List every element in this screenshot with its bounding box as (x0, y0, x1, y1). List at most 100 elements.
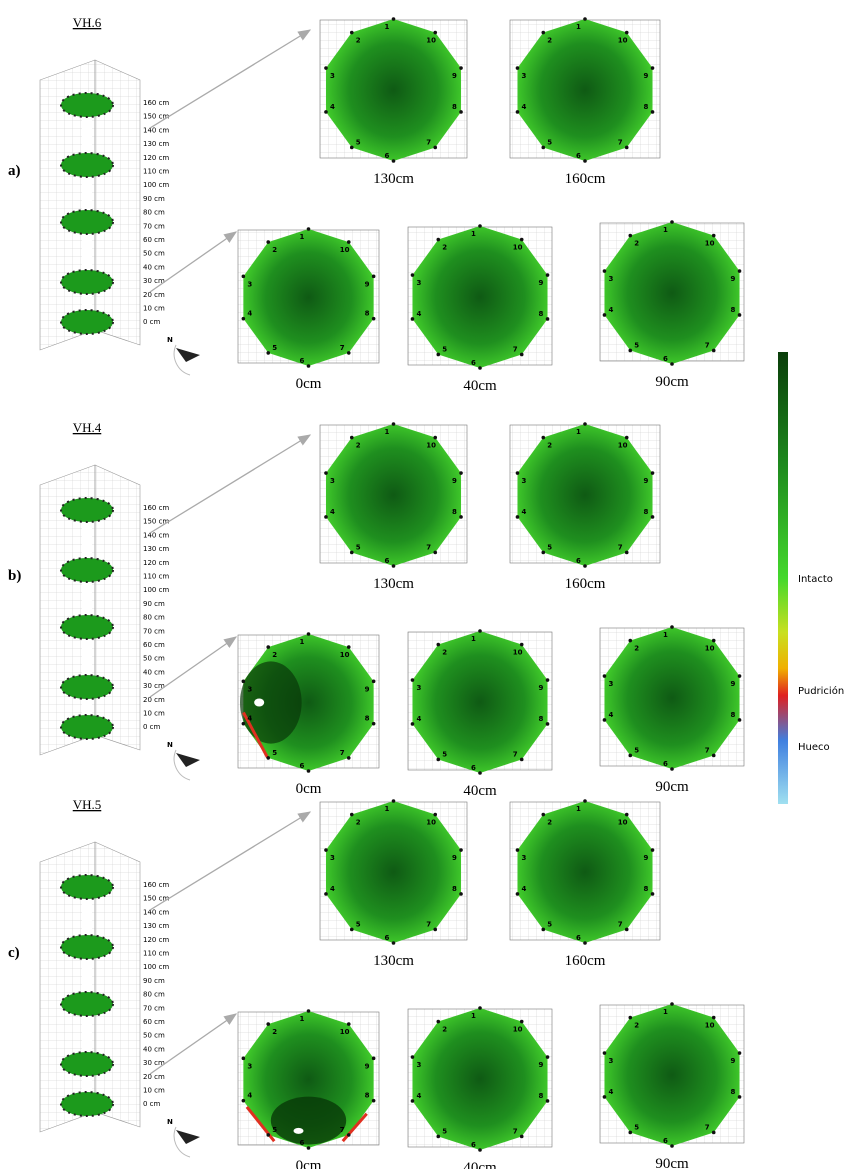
sensor (603, 718, 607, 722)
sensor-label: 7 (618, 138, 623, 146)
sensor-label: 2 (634, 240, 639, 248)
legend-label: Pudrición (798, 685, 844, 697)
sensor-label: 10 (618, 819, 628, 827)
sensor-label: 1 (300, 638, 305, 646)
height-label: 120 cm (143, 936, 169, 944)
section (326, 424, 461, 566)
sensor-label: 4 (416, 1092, 421, 1100)
sensor (347, 1133, 351, 1137)
sensor (350, 436, 354, 440)
sensor (603, 1095, 607, 1099)
height-label: 50 cm (143, 250, 165, 258)
sensor-label: 4 (521, 885, 526, 893)
sensor-label: 8 (452, 885, 457, 893)
sensor (625, 551, 629, 555)
sensor-label: 10 (426, 819, 436, 827)
disc (61, 875, 113, 899)
sensor (583, 799, 587, 803)
height-label: 120 cm (143, 559, 169, 567)
sensor (436, 238, 440, 242)
sensor (541, 436, 545, 440)
sensor (433, 928, 437, 932)
sensor (541, 928, 545, 932)
height-label: 80 cm (143, 614, 165, 622)
sensor (541, 813, 545, 817)
sensor (436, 758, 440, 762)
sensor (625, 146, 629, 150)
sensor-label: 2 (442, 244, 447, 252)
height-caption: 90cm (655, 779, 689, 795)
sensor-label: 4 (608, 1088, 613, 1096)
sensor-label: 9 (644, 477, 649, 485)
sensor (372, 680, 376, 684)
sensor (546, 722, 550, 726)
sensor (411, 1055, 415, 1059)
sensor (372, 722, 376, 726)
sensor-label: 2 (547, 442, 552, 450)
sensor-label: 10 (705, 1022, 715, 1030)
sensor (350, 31, 354, 35)
sensor (242, 1057, 246, 1061)
section (517, 19, 652, 161)
height-label: 70 cm (143, 222, 165, 230)
tree-name: VH.6 (73, 15, 102, 30)
sensor-label: 5 (547, 138, 552, 146)
tomogram: 11098765432 (600, 625, 744, 771)
sensor-label: 5 (272, 1126, 277, 1134)
sensor (350, 146, 354, 150)
sensor-label: 9 (731, 680, 736, 688)
sensor-label: 4 (608, 306, 613, 314)
sensor (436, 1135, 440, 1139)
height-label: 60 cm (143, 641, 165, 649)
section (517, 424, 652, 566)
section (604, 627, 739, 769)
sensor (433, 813, 437, 817)
sensor-label: 3 (608, 275, 613, 283)
height-label: 150 cm (143, 113, 169, 121)
sensor-label: 7 (340, 344, 345, 352)
sensor-label: 5 (356, 920, 361, 928)
sensor-label: 9 (452, 72, 457, 80)
disc (61, 270, 113, 294)
height-caption: 160cm (565, 953, 606, 969)
sensor-label: 6 (663, 1137, 668, 1145)
height-label: 20 cm (143, 291, 165, 299)
sensor (712, 349, 716, 353)
sensor-label: 1 (663, 226, 668, 234)
height-label: 0 cm (143, 318, 161, 326)
sensor (651, 471, 655, 475)
sensor (516, 110, 520, 114)
sensor (651, 515, 655, 519)
sensor (583, 422, 587, 426)
sensor-label: 10 (426, 37, 436, 45)
height-label: 110 cm (143, 168, 169, 176)
sensor (546, 273, 550, 277)
sensor-label: 7 (513, 345, 518, 353)
sensor (478, 1006, 482, 1010)
tomogram: 11098765432 (408, 629, 552, 775)
sensor-label: 5 (272, 749, 277, 757)
disc (61, 93, 113, 117)
sensor (478, 771, 482, 775)
sensor (392, 17, 396, 21)
sensor-label: 8 (452, 508, 457, 516)
height-label: 60 cm (143, 236, 165, 244)
sensor-label: 8 (365, 1092, 370, 1100)
sensor-label: 7 (426, 543, 431, 551)
sensor-label: 1 (663, 631, 668, 639)
arrow (150, 812, 310, 910)
disc (61, 210, 113, 234)
sensor (516, 66, 520, 70)
north-arrow (176, 753, 200, 767)
sensor (546, 678, 550, 682)
sensor (307, 1009, 311, 1013)
sensor-label: 3 (416, 684, 421, 692)
sensor (372, 1099, 376, 1103)
sensor (583, 941, 587, 945)
tomogram: 11098765432 (320, 422, 467, 568)
sensor-label: 2 (356, 37, 361, 45)
sensor (603, 1051, 607, 1055)
sensor (520, 643, 524, 647)
sensor-label: 6 (576, 152, 581, 160)
sensor (651, 848, 655, 852)
